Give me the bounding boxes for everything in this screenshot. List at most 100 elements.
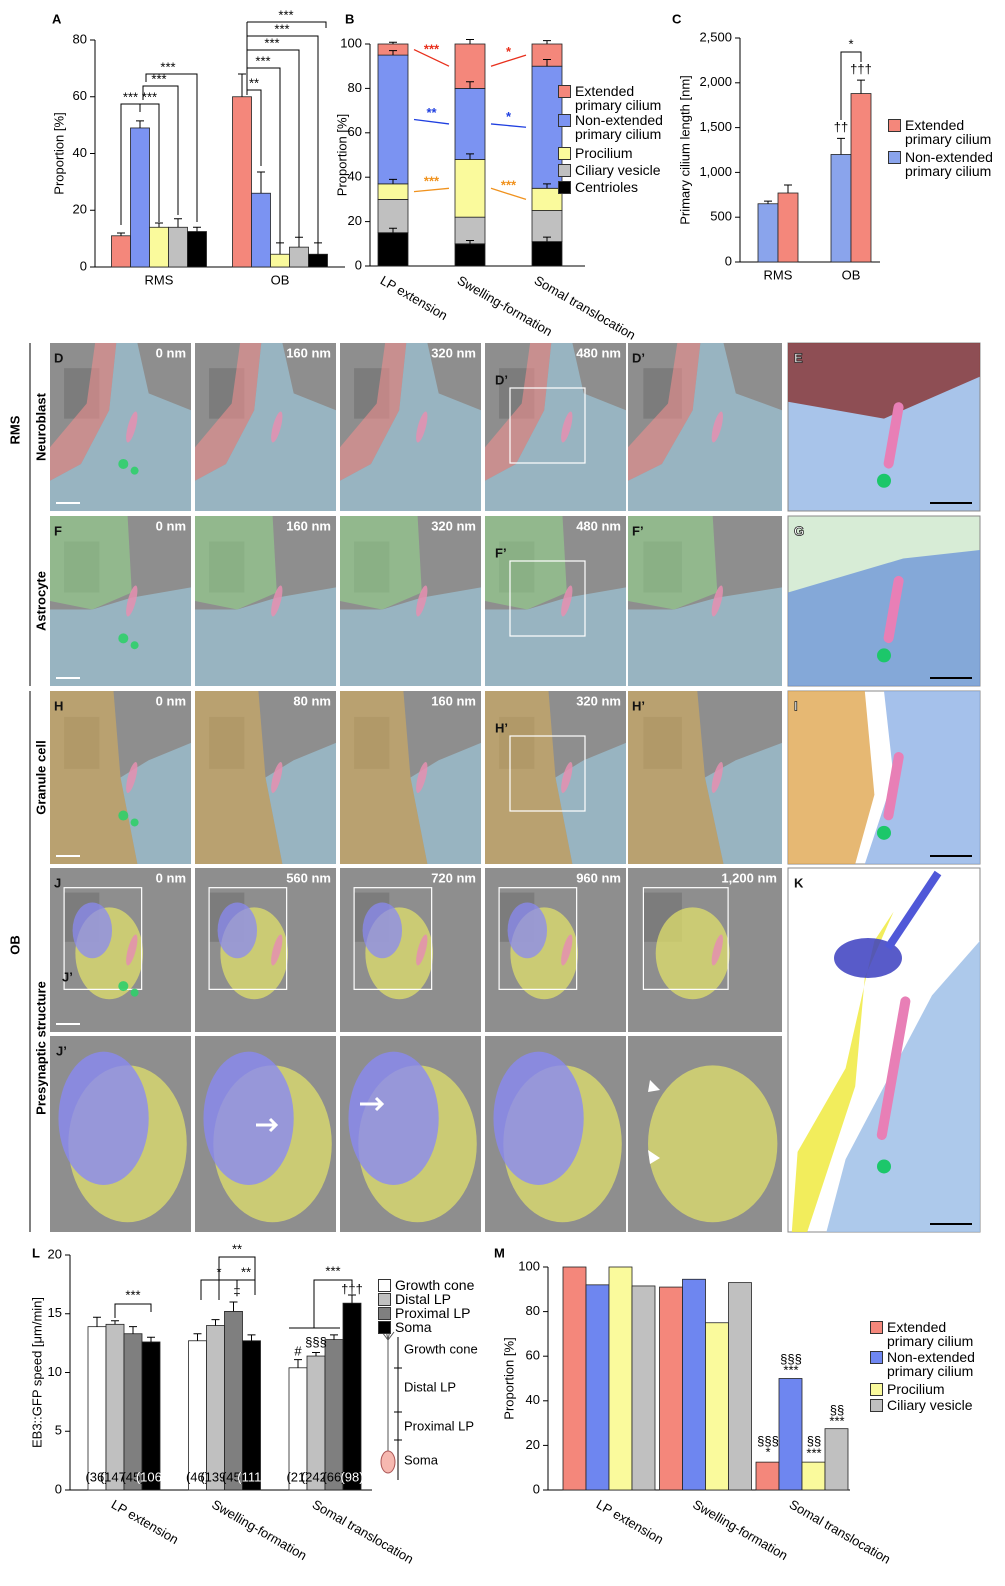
render-centriole [877, 648, 891, 662]
bar [124, 1334, 142, 1490]
render-label: I [794, 698, 798, 713]
zoom-label: J’ [56, 1043, 67, 1058]
error-bar [543, 41, 551, 44]
inset-label: D’ [495, 372, 508, 387]
annotation: ** [232, 1241, 242, 1256]
render-centriole [877, 474, 891, 488]
render-label: K [794, 875, 804, 890]
panel-letter: A [52, 11, 62, 26]
depth-label: 720 nm [431, 870, 476, 885]
error-bar [136, 121, 144, 128]
annotation: *** [123, 89, 138, 104]
bar [532, 188, 562, 210]
error-bar [93, 1317, 101, 1326]
annotation: ** [249, 75, 259, 90]
bar [325, 1340, 343, 1490]
error-bar [155, 223, 163, 227]
panel-letter: L [32, 1245, 40, 1260]
depth-label: 1,200 nm [721, 870, 777, 885]
y-tick-label: 20 [526, 1437, 540, 1452]
soma-icon [381, 1451, 395, 1473]
annotation: *** [424, 41, 440, 56]
error-bar [194, 1334, 202, 1341]
diagram-label: Soma [404, 1452, 439, 1467]
y-tick-label: 2,500 [699, 29, 732, 44]
y-tick-label: 60 [526, 1348, 540, 1363]
figure: 0 nm160 nm320 nm480 nmDD’D’ENeuroblast0 … [0, 0, 1005, 1581]
bar [756, 1462, 779, 1490]
centriole [118, 459, 128, 469]
depth-label: 0 nm [156, 870, 186, 885]
bar [343, 1303, 361, 1490]
x-tick-label: LP extension [109, 1497, 181, 1547]
error-bar [312, 1353, 320, 1357]
bar [455, 244, 485, 266]
error-bar [330, 1335, 338, 1340]
y-tick-label: 80 [73, 31, 87, 46]
annotation: * [506, 109, 512, 124]
bar [729, 1283, 752, 1490]
annotation: ** [426, 105, 437, 120]
panel-letter: F [54, 523, 62, 538]
y-axis-label: Primary cilium length [nm] [677, 75, 692, 225]
render-label: E [794, 350, 803, 365]
bar [188, 232, 207, 267]
depth-label: 0 nm [156, 693, 186, 708]
region-label: RMS [7, 415, 22, 444]
bar [207, 1326, 225, 1491]
panel-letter: H [54, 698, 63, 713]
annotation: §§§ [305, 1334, 327, 1349]
x-tick-label: RMS [764, 267, 793, 282]
bar [632, 1286, 655, 1490]
bar [683, 1279, 706, 1490]
bar [532, 66, 562, 188]
axon [58, 1052, 148, 1185]
bar [225, 1311, 243, 1490]
annotation: *** [274, 21, 289, 36]
bar [378, 55, 408, 184]
centriole [131, 989, 139, 997]
diagram-label: Growth cone [404, 1341, 478, 1356]
annotation: ††† [850, 61, 872, 76]
depth-label: 960 nm [576, 870, 621, 885]
depth-label: 0 nm [156, 345, 186, 360]
axon [73, 902, 112, 958]
row-label: Granule cell [33, 740, 48, 814]
bar [532, 242, 562, 266]
bar [758, 204, 778, 262]
depth-label: 320 nm [431, 518, 476, 533]
annotation: * [506, 44, 512, 59]
error-bar [174, 219, 182, 228]
panel-letter: C [672, 11, 682, 26]
bar [106, 1324, 124, 1490]
x-tick-label: Swelling-formation [209, 1497, 309, 1563]
panel-letter: D [54, 350, 63, 365]
bar [150, 227, 169, 267]
render-cell [788, 691, 874, 864]
zoom-label: D’ [632, 350, 645, 365]
panel-letter: J [54, 875, 61, 890]
y-tick-label: 15 [48, 1305, 62, 1320]
cell-region [195, 516, 277, 610]
annotation: * [848, 36, 853, 51]
annotation: * [765, 1444, 770, 1459]
depth-label: 560 nm [286, 870, 331, 885]
x-tick-label: LP extension [378, 273, 450, 323]
x-tick-label: OB [842, 267, 861, 282]
axon [493, 1052, 583, 1185]
y-tick-label: 80 [526, 1303, 540, 1318]
bar [706, 1323, 729, 1490]
inset-label: H’ [495, 720, 508, 735]
region-label: OB [7, 935, 22, 955]
bar [271, 254, 290, 267]
bar [378, 184, 408, 200]
annotation: *** [501, 177, 517, 192]
bar [378, 233, 408, 266]
y-axis-label: Proportion [%] [501, 1337, 516, 1419]
render-label: G [794, 523, 804, 538]
axon [348, 1052, 438, 1185]
cell-region [340, 516, 422, 610]
x-tick-label: Somal translocation [310, 1497, 416, 1567]
annotation: *** [829, 1413, 844, 1428]
